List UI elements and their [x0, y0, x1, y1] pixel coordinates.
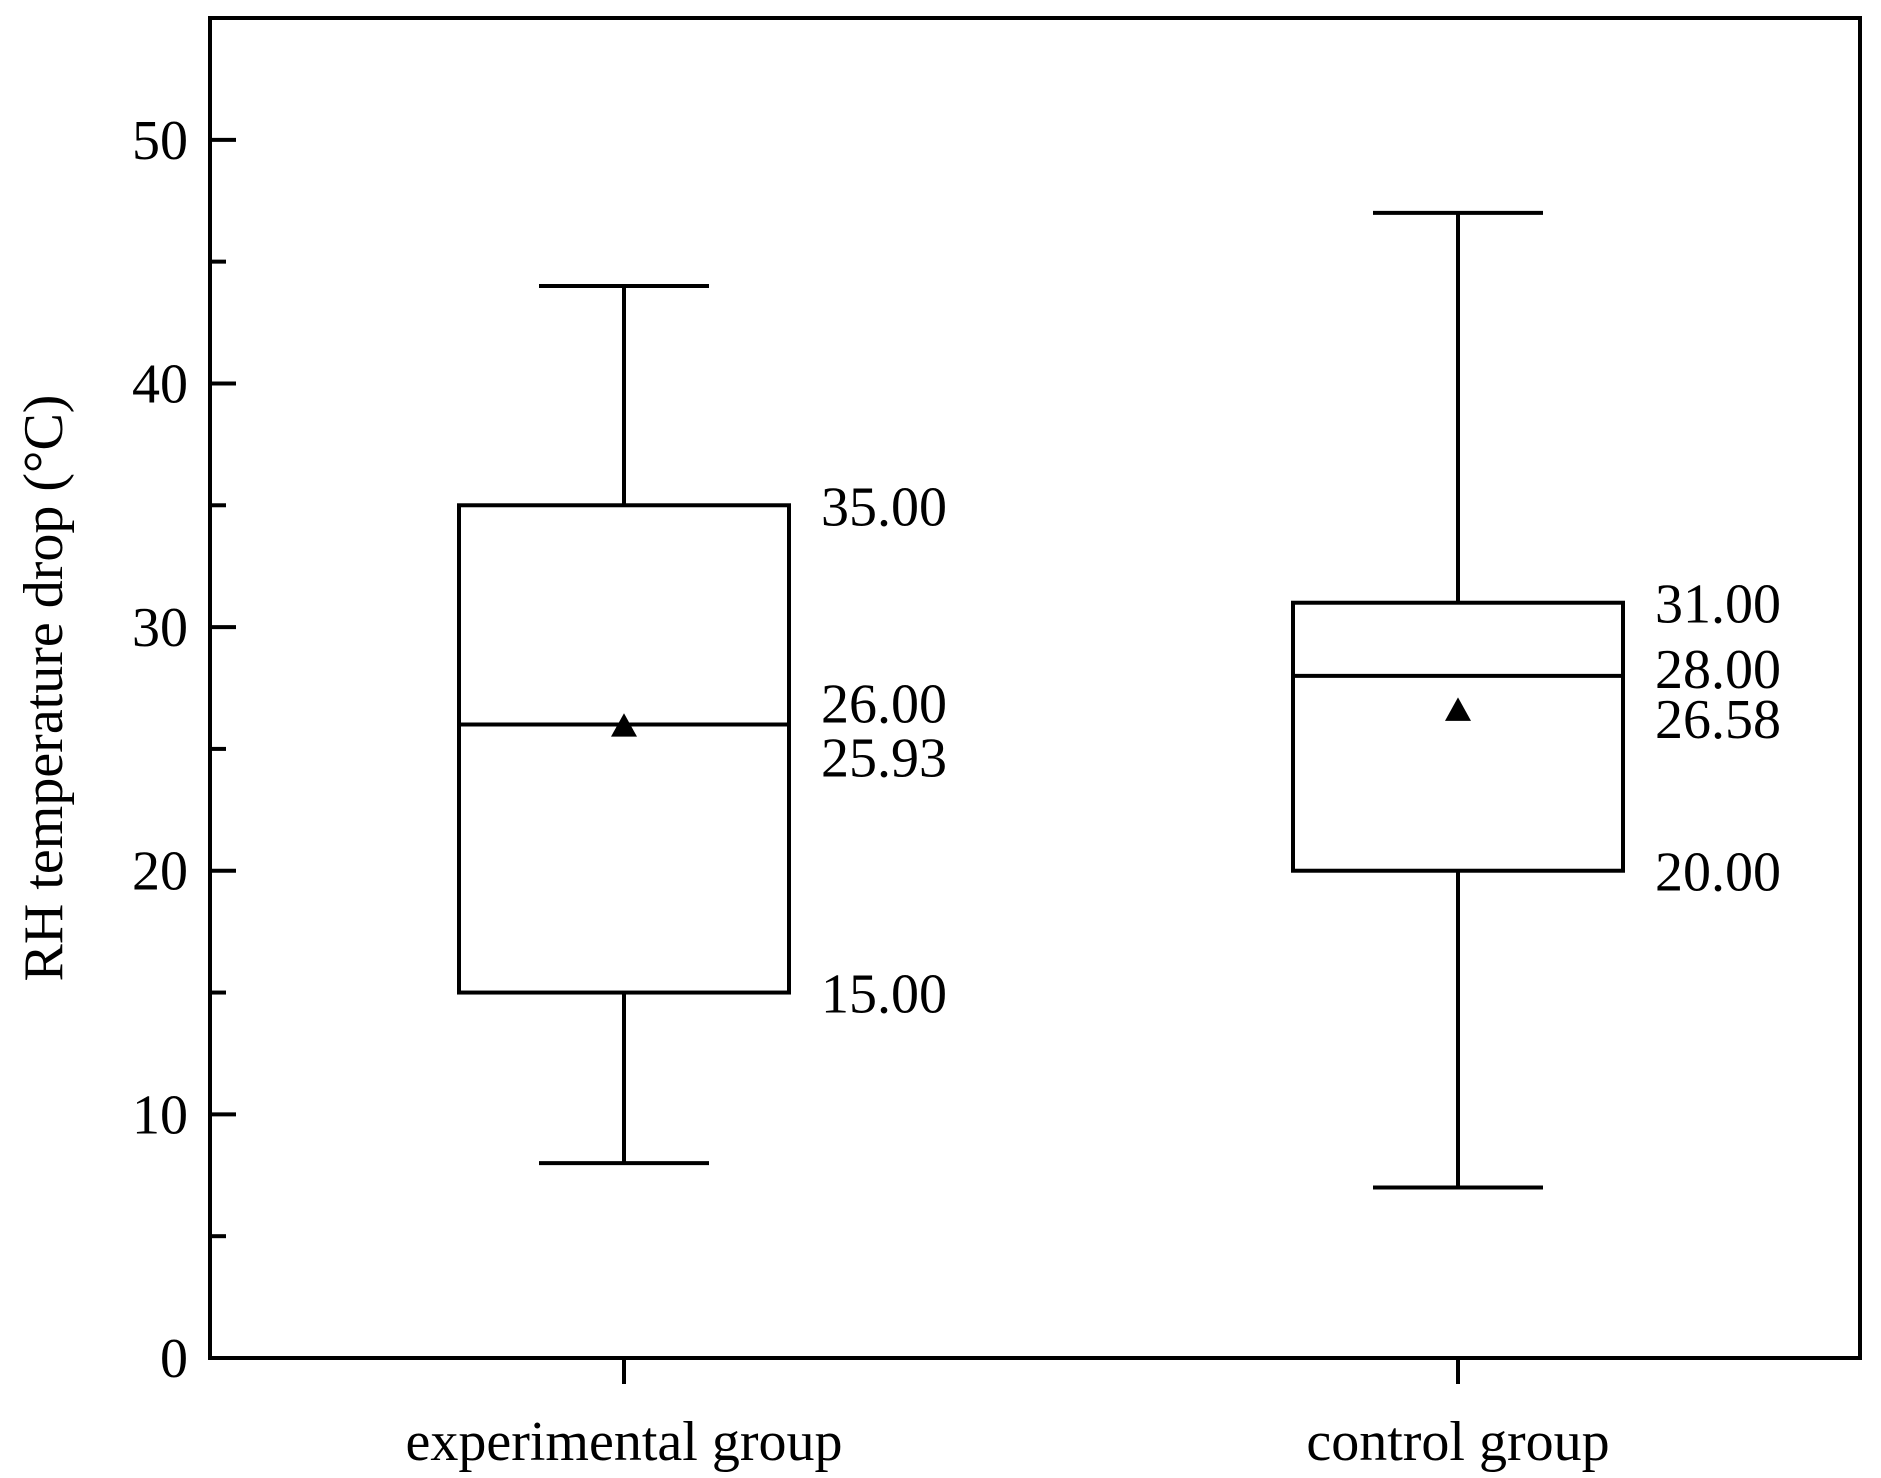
data-label: 35.00	[821, 476, 947, 538]
x-tick-label: experimental group	[406, 1411, 843, 1473]
y-tick-label: 20	[132, 841, 188, 903]
data-label: 15.00	[821, 964, 947, 1026]
y-axis-title-group: RH temperature drop (°C)	[13, 395, 75, 982]
mean-marker	[1445, 697, 1471, 721]
y-tick-label: 0	[160, 1328, 188, 1390]
y-axis-title: RH temperature drop (°C)	[13, 395, 75, 982]
data-label: 31.00	[1655, 574, 1781, 636]
data-label: 26.58	[1655, 689, 1781, 751]
iqr-box	[457, 503, 791, 995]
y-axis: 0 10 20 30 40 50	[132, 16, 236, 1390]
y-tick-label: 10	[132, 1084, 188, 1146]
data-label: 25.93	[821, 728, 947, 790]
data-label: 28.00	[1655, 639, 1781, 701]
mean-marker	[611, 713, 637, 737]
data-label: 26.00	[821, 674, 947, 736]
y-tick-label: 40	[132, 353, 188, 415]
x-tick-label: control group	[1306, 1411, 1609, 1473]
x-axis: experimental group control group	[406, 1358, 1610, 1473]
y-tick-label: 30	[132, 597, 188, 659]
y-tick-label: 50	[132, 110, 188, 172]
data-label: 20.00	[1655, 842, 1781, 904]
plot-frame	[208, 16, 1862, 1360]
iqr-box	[1291, 600, 1625, 873]
